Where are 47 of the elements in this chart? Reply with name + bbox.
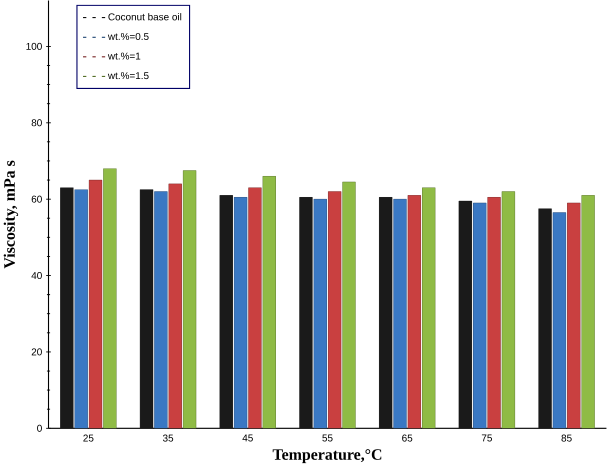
legend-label: wt.%=0.5 — [108, 33, 149, 40]
bar — [74, 189, 88, 428]
legend-label: Coconut base oil — [108, 13, 182, 21]
y-tick-label: 20 — [32, 348, 42, 356]
bar — [502, 191, 516, 428]
bar — [88, 180, 102, 428]
y-tick-label: 80 — [32, 119, 42, 126]
y-tick-label: 100 — [26, 42, 42, 50]
bar — [422, 188, 436, 428]
bar — [473, 202, 486, 428]
bar — [220, 195, 233, 428]
bar — [552, 212, 566, 428]
x-tick-label: 55 — [322, 434, 333, 442]
bar — [299, 197, 313, 428]
bar — [487, 197, 501, 428]
bar — [154, 191, 168, 428]
y-tick-label: 60 — [32, 196, 42, 203]
legend-label: wt.%=1 — [108, 52, 140, 60]
x-tick-label: 85 — [562, 434, 572, 442]
y-tick-label: 40 — [31, 272, 42, 280]
bar — [342, 182, 356, 428]
y-tick-label: 0 — [37, 424, 42, 432]
bar — [262, 176, 276, 428]
bar — [314, 199, 327, 428]
legend-label: wt.%=1.5 — [108, 72, 149, 80]
bar — [168, 184, 182, 428]
bar — [408, 195, 422, 428]
bar — [103, 168, 117, 428]
bar — [393, 199, 407, 428]
bar — [182, 170, 196, 428]
x-axis-title: Temperature,°C — [272, 449, 382, 464]
bar — [248, 188, 262, 428]
bar — [581, 195, 595, 428]
x-tick-label: 45 — [242, 434, 253, 442]
x-tick-label: 65 — [402, 434, 412, 442]
bar — [60, 188, 74, 428]
x-tick-label: 35 — [162, 434, 174, 442]
bar — [140, 189, 154, 428]
bar — [458, 200, 472, 428]
x-tick-label: 75 — [482, 434, 492, 442]
bar — [234, 197, 248, 428]
bar — [567, 202, 580, 428]
x-tick-label: 25 — [83, 434, 94, 442]
y-axis-title: Viscosity, mPa s — [4, 160, 18, 269]
bar — [378, 197, 392, 428]
bar — [328, 191, 342, 428]
bar — [538, 208, 552, 428]
